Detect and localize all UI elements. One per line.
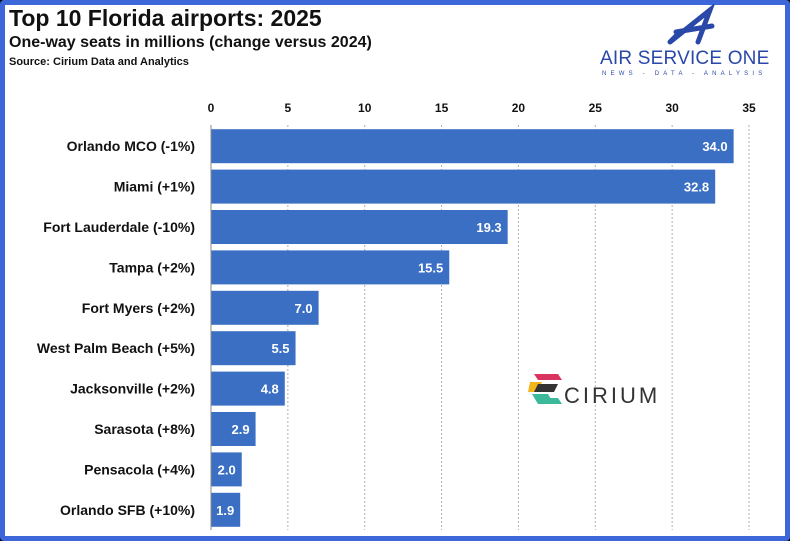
- air-service-one-a-icon: [667, 2, 716, 45]
- bar: [211, 290, 319, 325]
- x-tick-label: 25: [589, 101, 603, 115]
- x-tick-label: 10: [358, 101, 372, 115]
- category-label: Sarasota (+8%): [94, 421, 195, 437]
- category-label: Tampa (+2%): [109, 259, 195, 275]
- bar: [211, 331, 296, 366]
- bar: [211, 412, 256, 446]
- category-label: Orlando MCO (-1%): [67, 138, 195, 154]
- bar: [211, 129, 734, 164]
- data-label: 2.0: [218, 462, 236, 477]
- data-label: 19.3: [476, 220, 501, 235]
- air-service-one-text: AIR SERVICE ONE: [600, 48, 770, 69]
- bar: [211, 492, 241, 527]
- bar: [211, 371, 285, 406]
- x-tick-label: 15: [435, 101, 449, 115]
- x-tick-label: 20: [512, 101, 526, 115]
- data-label: 15.5: [418, 260, 443, 275]
- cirium-text: CIRIUM: [564, 383, 661, 408]
- data-label: 34.0: [702, 139, 727, 154]
- data-label: 1.9: [216, 503, 234, 518]
- data-label: 5.5: [271, 341, 289, 356]
- chart-title: Top 10 Florida airports: 2025: [9, 5, 322, 31]
- category-label: Fort Myers (+2%): [82, 300, 195, 316]
- data-label: 2.9: [231, 422, 249, 437]
- x-tick-label: 35: [742, 101, 756, 115]
- x-tick-label: 5: [285, 101, 292, 115]
- category-label: Fort Lauderdale (-10%): [43, 219, 195, 235]
- bar: [211, 452, 242, 487]
- data-label: 4.8: [261, 382, 279, 397]
- cirium-mark-icon: [528, 374, 562, 404]
- x-tick-label: 30: [665, 101, 679, 115]
- category-label: West Palm Beach (+5%): [37, 340, 195, 356]
- air-service-one-tagline: NEWS - DATA - ANALYSIS: [602, 71, 767, 77]
- category-label: Pensacola (+4%): [84, 461, 195, 477]
- cirium-logo: CIRIUM: [528, 372, 657, 419]
- category-label: Jacksonville (+2%): [70, 381, 195, 397]
- category-label: Orlando SFB (+10%): [60, 502, 195, 518]
- category-label: Miami (+1%): [114, 179, 195, 195]
- chart-source: Source: Cirium Data and Analytics: [9, 56, 189, 68]
- data-label: 7.0: [295, 301, 313, 316]
- chart-subtitle: One-way seats in millions (change versus…: [9, 34, 372, 51]
- air-service-one-logo: AIR SERVICE ONE NEWS - DATA - ANALYSIS: [600, 2, 780, 84]
- bar: [211, 210, 508, 244]
- data-label: 32.8: [684, 180, 709, 195]
- bar: [211, 250, 450, 285]
- x-tick-label: 0: [208, 101, 215, 115]
- bar: [211, 169, 716, 204]
